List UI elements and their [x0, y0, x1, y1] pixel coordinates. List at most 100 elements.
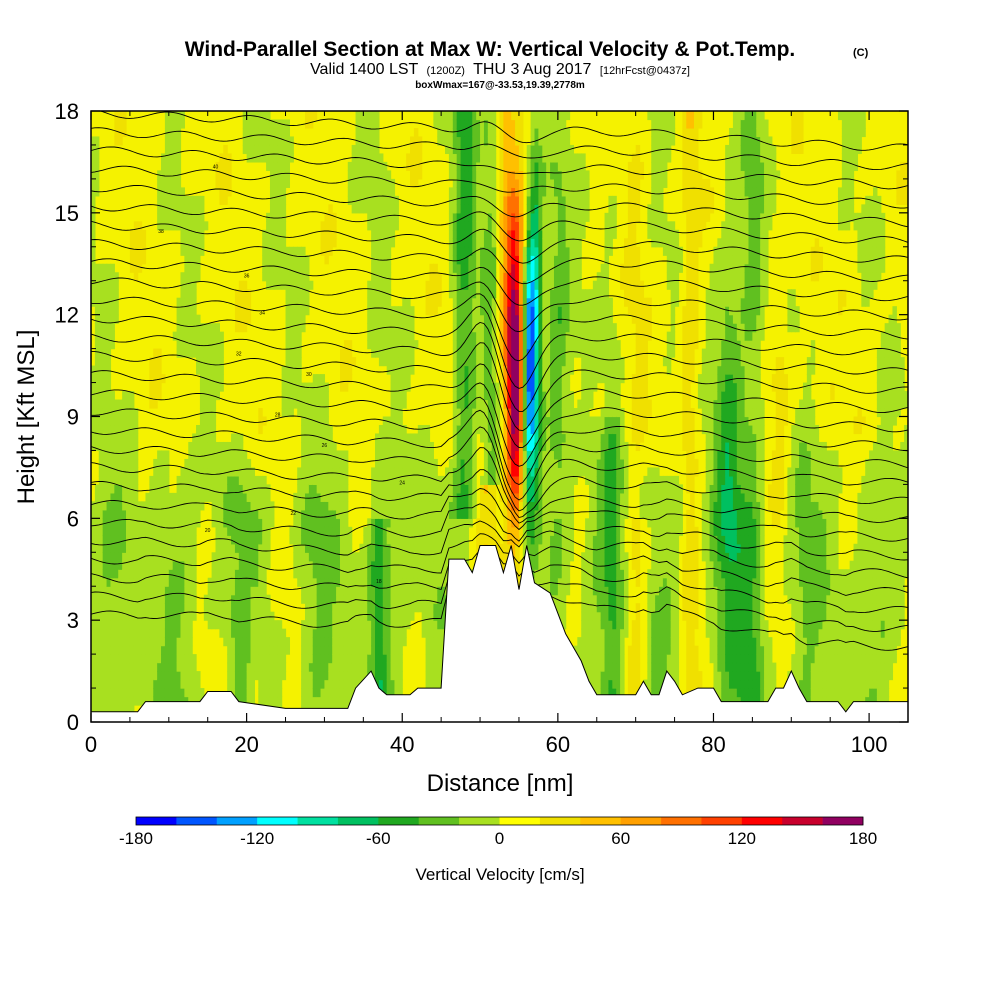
velocity-cell [425, 475, 431, 485]
velocity-cell [91, 382, 96, 392]
velocity-cell [343, 645, 349, 655]
velocity-cell [460, 119, 466, 129]
velocity-cell [246, 696, 252, 706]
velocity-cell [367, 119, 372, 129]
velocity-cell [192, 314, 197, 324]
velocity-cell [336, 492, 341, 502]
velocity-cell [122, 391, 127, 401]
velocity-cell [126, 696, 131, 706]
velocity-cell [219, 161, 224, 172]
velocity-cell [289, 136, 294, 146]
velocity-cell [184, 526, 189, 536]
velocity-cell [472, 382, 477, 392]
velocity-cell [386, 535, 392, 545]
velocity-cell [238, 611, 244, 621]
velocity-cell [149, 645, 154, 655]
velocity-cell [375, 594, 380, 604]
velocity-cell [332, 509, 337, 519]
velocity-cell [192, 543, 197, 553]
velocity-cell [258, 645, 263, 655]
velocity-cell [122, 611, 127, 621]
velocity-cell [522, 357, 528, 367]
velocity-cell [281, 161, 287, 172]
velocity-cell [452, 340, 458, 350]
velocity-cell [518, 153, 524, 163]
velocity-cell [507, 136, 512, 146]
velocity-cell [164, 577, 170, 587]
velocity-cell [394, 221, 399, 231]
velocity-cell [526, 535, 532, 545]
velocity-cell [343, 492, 349, 502]
velocity-cell [308, 696, 314, 706]
velocity-cell [196, 424, 201, 435]
velocity-cell [448, 458, 454, 469]
velocity-cell [242, 484, 248, 494]
velocity-cell [491, 280, 497, 290]
velocity-cell [464, 501, 469, 511]
velocity-cell [293, 246, 298, 256]
velocity-cell [398, 620, 403, 630]
velocity-cell [91, 509, 96, 519]
velocity-cell [91, 543, 96, 553]
velocity-cell [180, 289, 185, 299]
velocity-cell [211, 611, 217, 621]
velocity-cell [460, 221, 466, 231]
velocity-cell [382, 450, 388, 460]
velocity-cell [491, 314, 497, 324]
velocity-cell [122, 628, 127, 638]
velocity-cell [483, 221, 489, 231]
velocity-cell [413, 136, 419, 146]
velocity-cell [164, 603, 170, 613]
velocity-cell [238, 543, 244, 553]
velocity-cell [254, 628, 259, 638]
velocity-cell [390, 408, 396, 418]
velocity-cell [460, 263, 466, 273]
velocity-cell [355, 560, 361, 570]
velocity-cell [507, 314, 512, 324]
velocity-cell [102, 637, 108, 647]
velocity-cell [371, 212, 376, 222]
velocity-cell [293, 526, 298, 536]
velocity-cell [468, 119, 473, 129]
velocity-cell [515, 331, 520, 341]
velocity-cell [301, 467, 306, 477]
velocity-cell [227, 552, 232, 562]
velocity-cell [472, 314, 477, 324]
velocity-cell [487, 144, 493, 155]
velocity-cell [149, 671, 154, 681]
velocity-cell [511, 238, 516, 248]
velocity-cell [94, 611, 100, 621]
velocity-cell [347, 577, 353, 587]
velocity-cell [526, 526, 532, 536]
velocity-cell [262, 111, 267, 121]
velocity-cell [491, 238, 497, 248]
velocity-cell [390, 195, 396, 205]
velocity-cell [114, 671, 119, 681]
velocity-cell [168, 178, 174, 188]
velocity-cell [375, 560, 380, 570]
velocity-cell [413, 441, 419, 452]
velocity-cell [518, 280, 524, 290]
velocity-cell [526, 509, 532, 519]
velocity-cell [503, 408, 508, 418]
velocity-cell [398, 450, 403, 460]
velocity-cell [129, 441, 135, 452]
velocity-cell [460, 365, 466, 375]
velocity-cell [328, 450, 333, 460]
velocity-cell [285, 153, 291, 163]
velocity-cell [480, 416, 485, 426]
velocity-cell [149, 484, 154, 494]
velocity-cell [157, 221, 162, 231]
velocity-cell [184, 323, 189, 333]
velocity-cell [347, 374, 353, 384]
velocity-cell [460, 297, 466, 307]
velocity-cell [526, 246, 532, 256]
velocity-cell [164, 195, 170, 205]
velocity-cell [378, 229, 384, 239]
velocity-cell [476, 374, 481, 384]
velocity-cell [122, 705, 127, 715]
velocity-cell [137, 526, 143, 536]
velocity-cell [227, 637, 232, 647]
velocity-cell [176, 136, 182, 146]
velocity-cell [308, 280, 314, 290]
